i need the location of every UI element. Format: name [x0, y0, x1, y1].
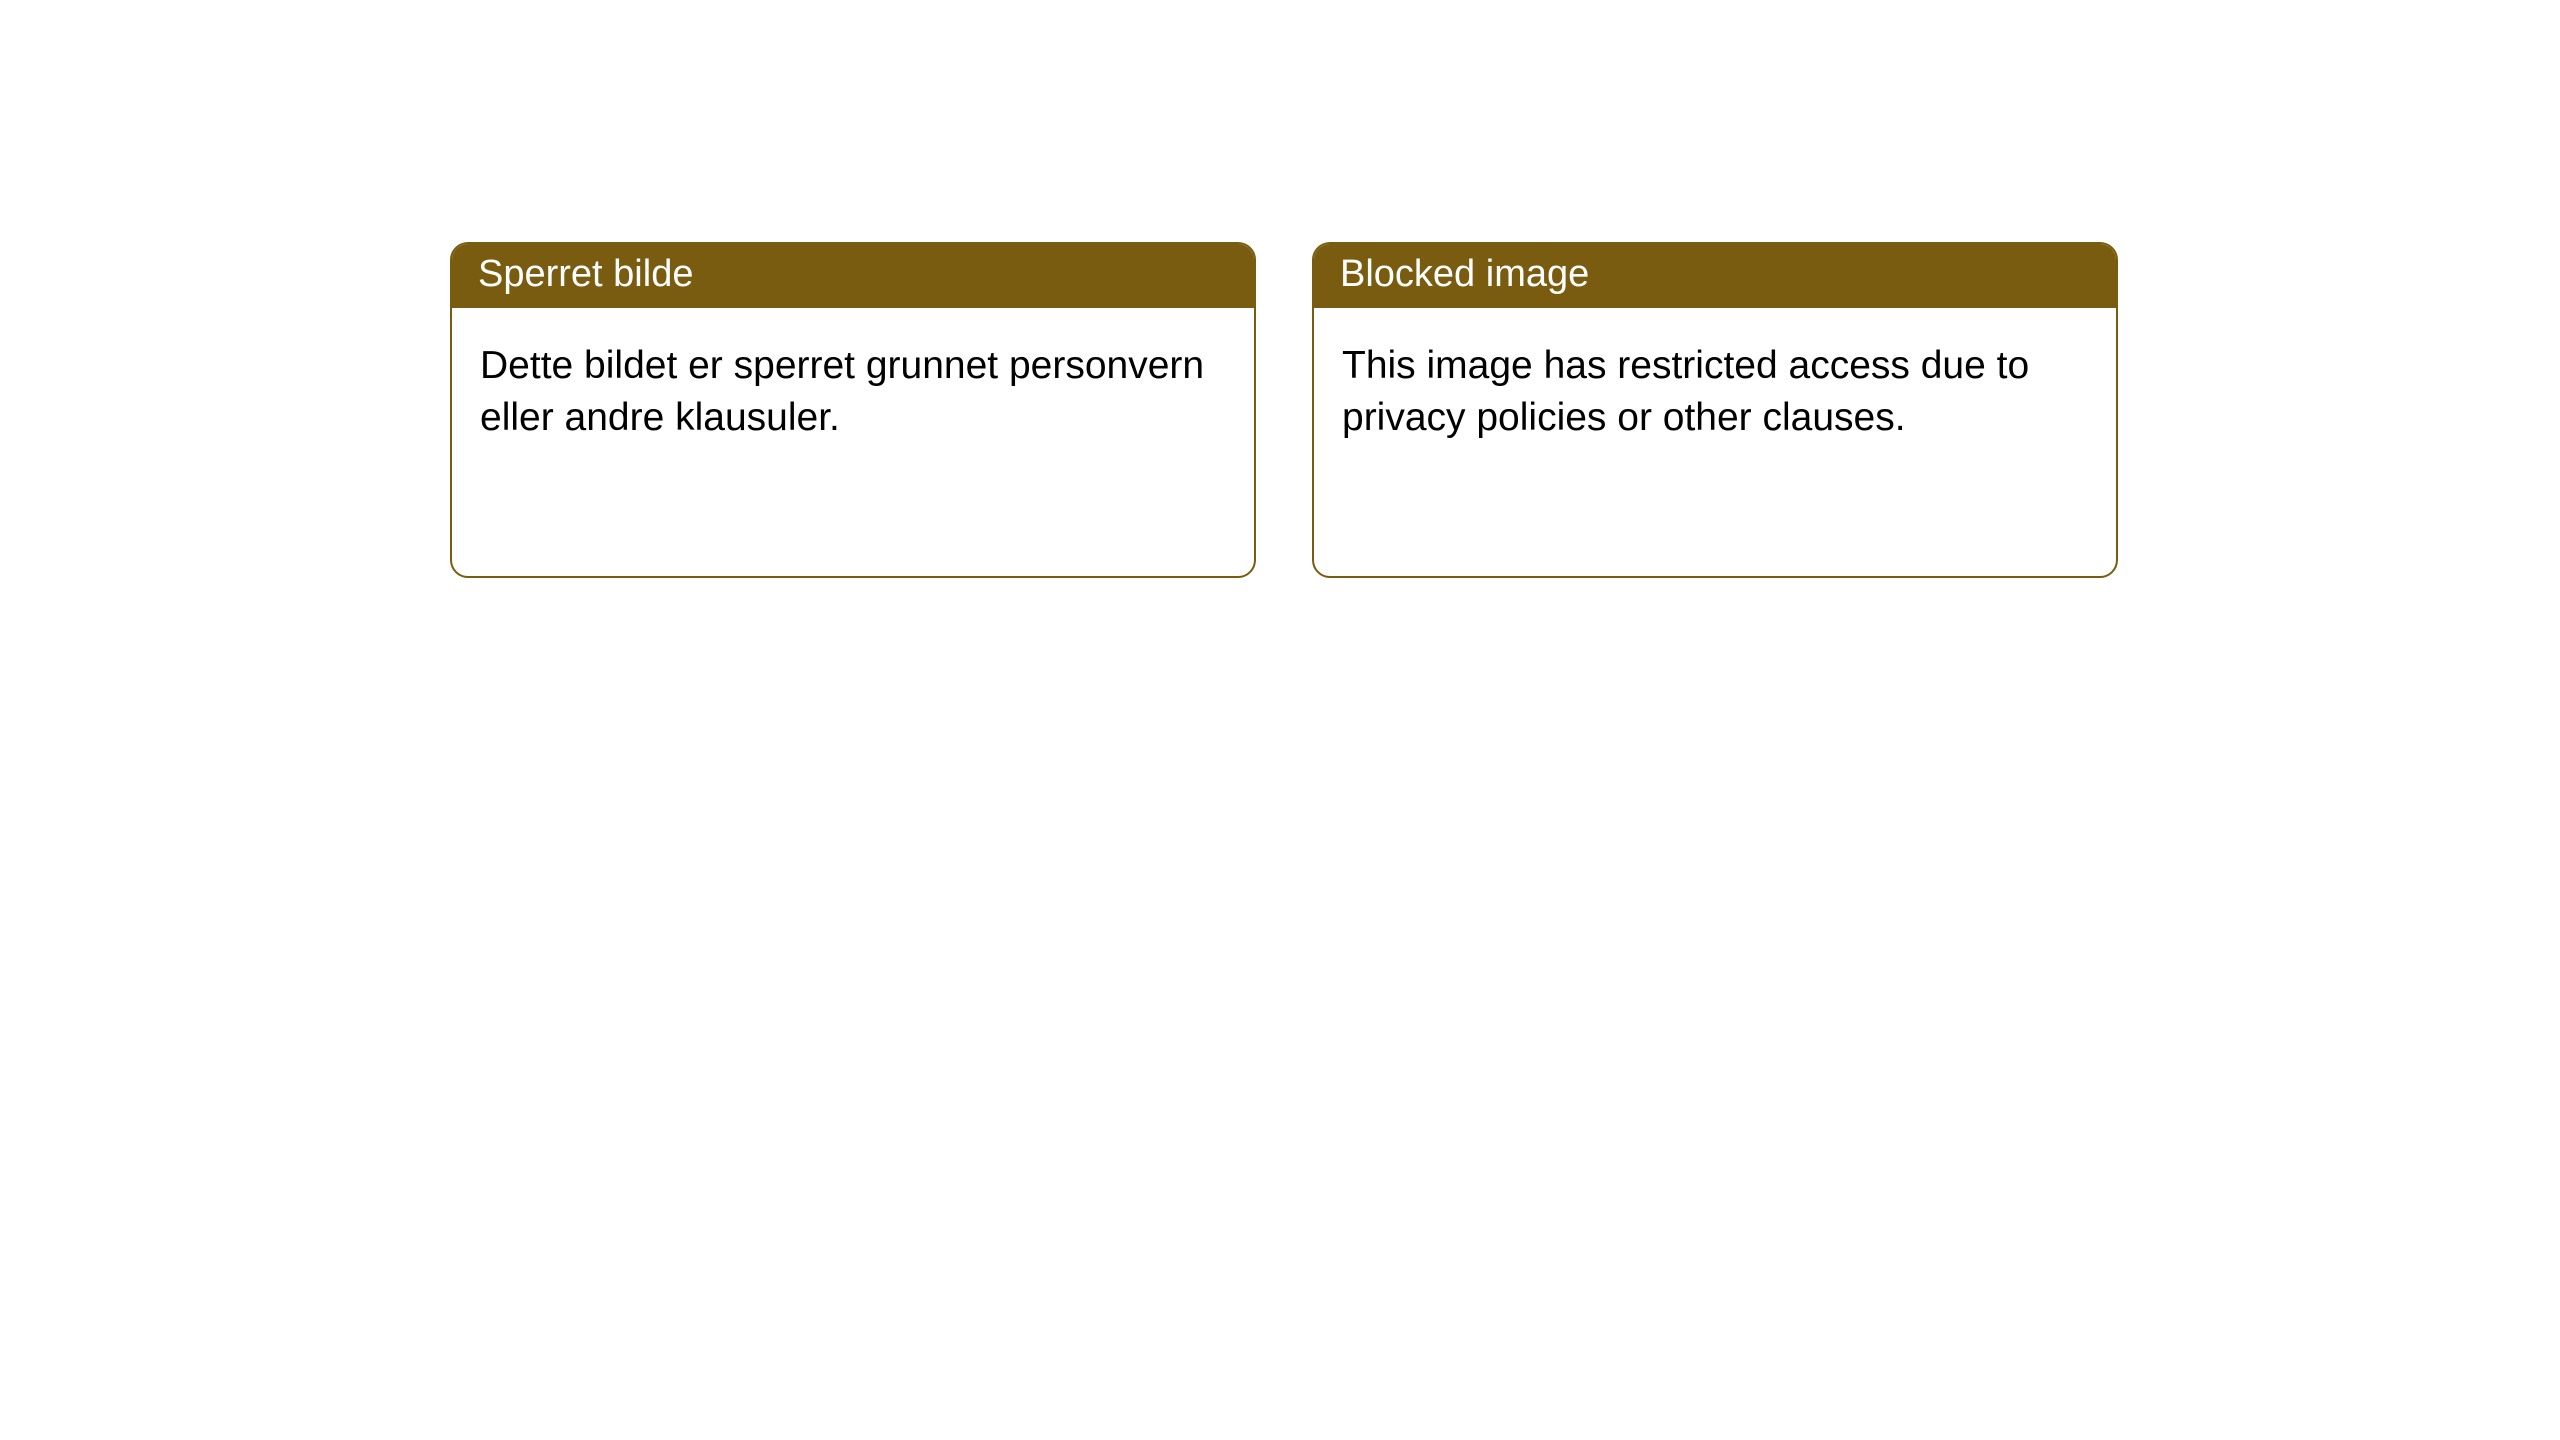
card-body-text: This image has restricted access due to …: [1342, 344, 2029, 440]
card-body: Dette bildet er sperret grunnet personve…: [452, 308, 1254, 477]
card-title: Sperret bilde: [478, 253, 693, 295]
card-header: Sperret bilde: [452, 244, 1254, 308]
notice-container: Sperret bilde Dette bildet er sperret gr…: [0, 0, 2560, 578]
notice-card-english: Blocked image This image has restricted …: [1312, 242, 2118, 578]
card-title: Blocked image: [1340, 253, 1589, 295]
card-body-text: Dette bildet er sperret grunnet personve…: [480, 344, 1204, 440]
card-body: This image has restricted access due to …: [1314, 308, 2116, 477]
notice-card-norwegian: Sperret bilde Dette bildet er sperret gr…: [450, 242, 1256, 578]
card-header: Blocked image: [1314, 244, 2116, 308]
